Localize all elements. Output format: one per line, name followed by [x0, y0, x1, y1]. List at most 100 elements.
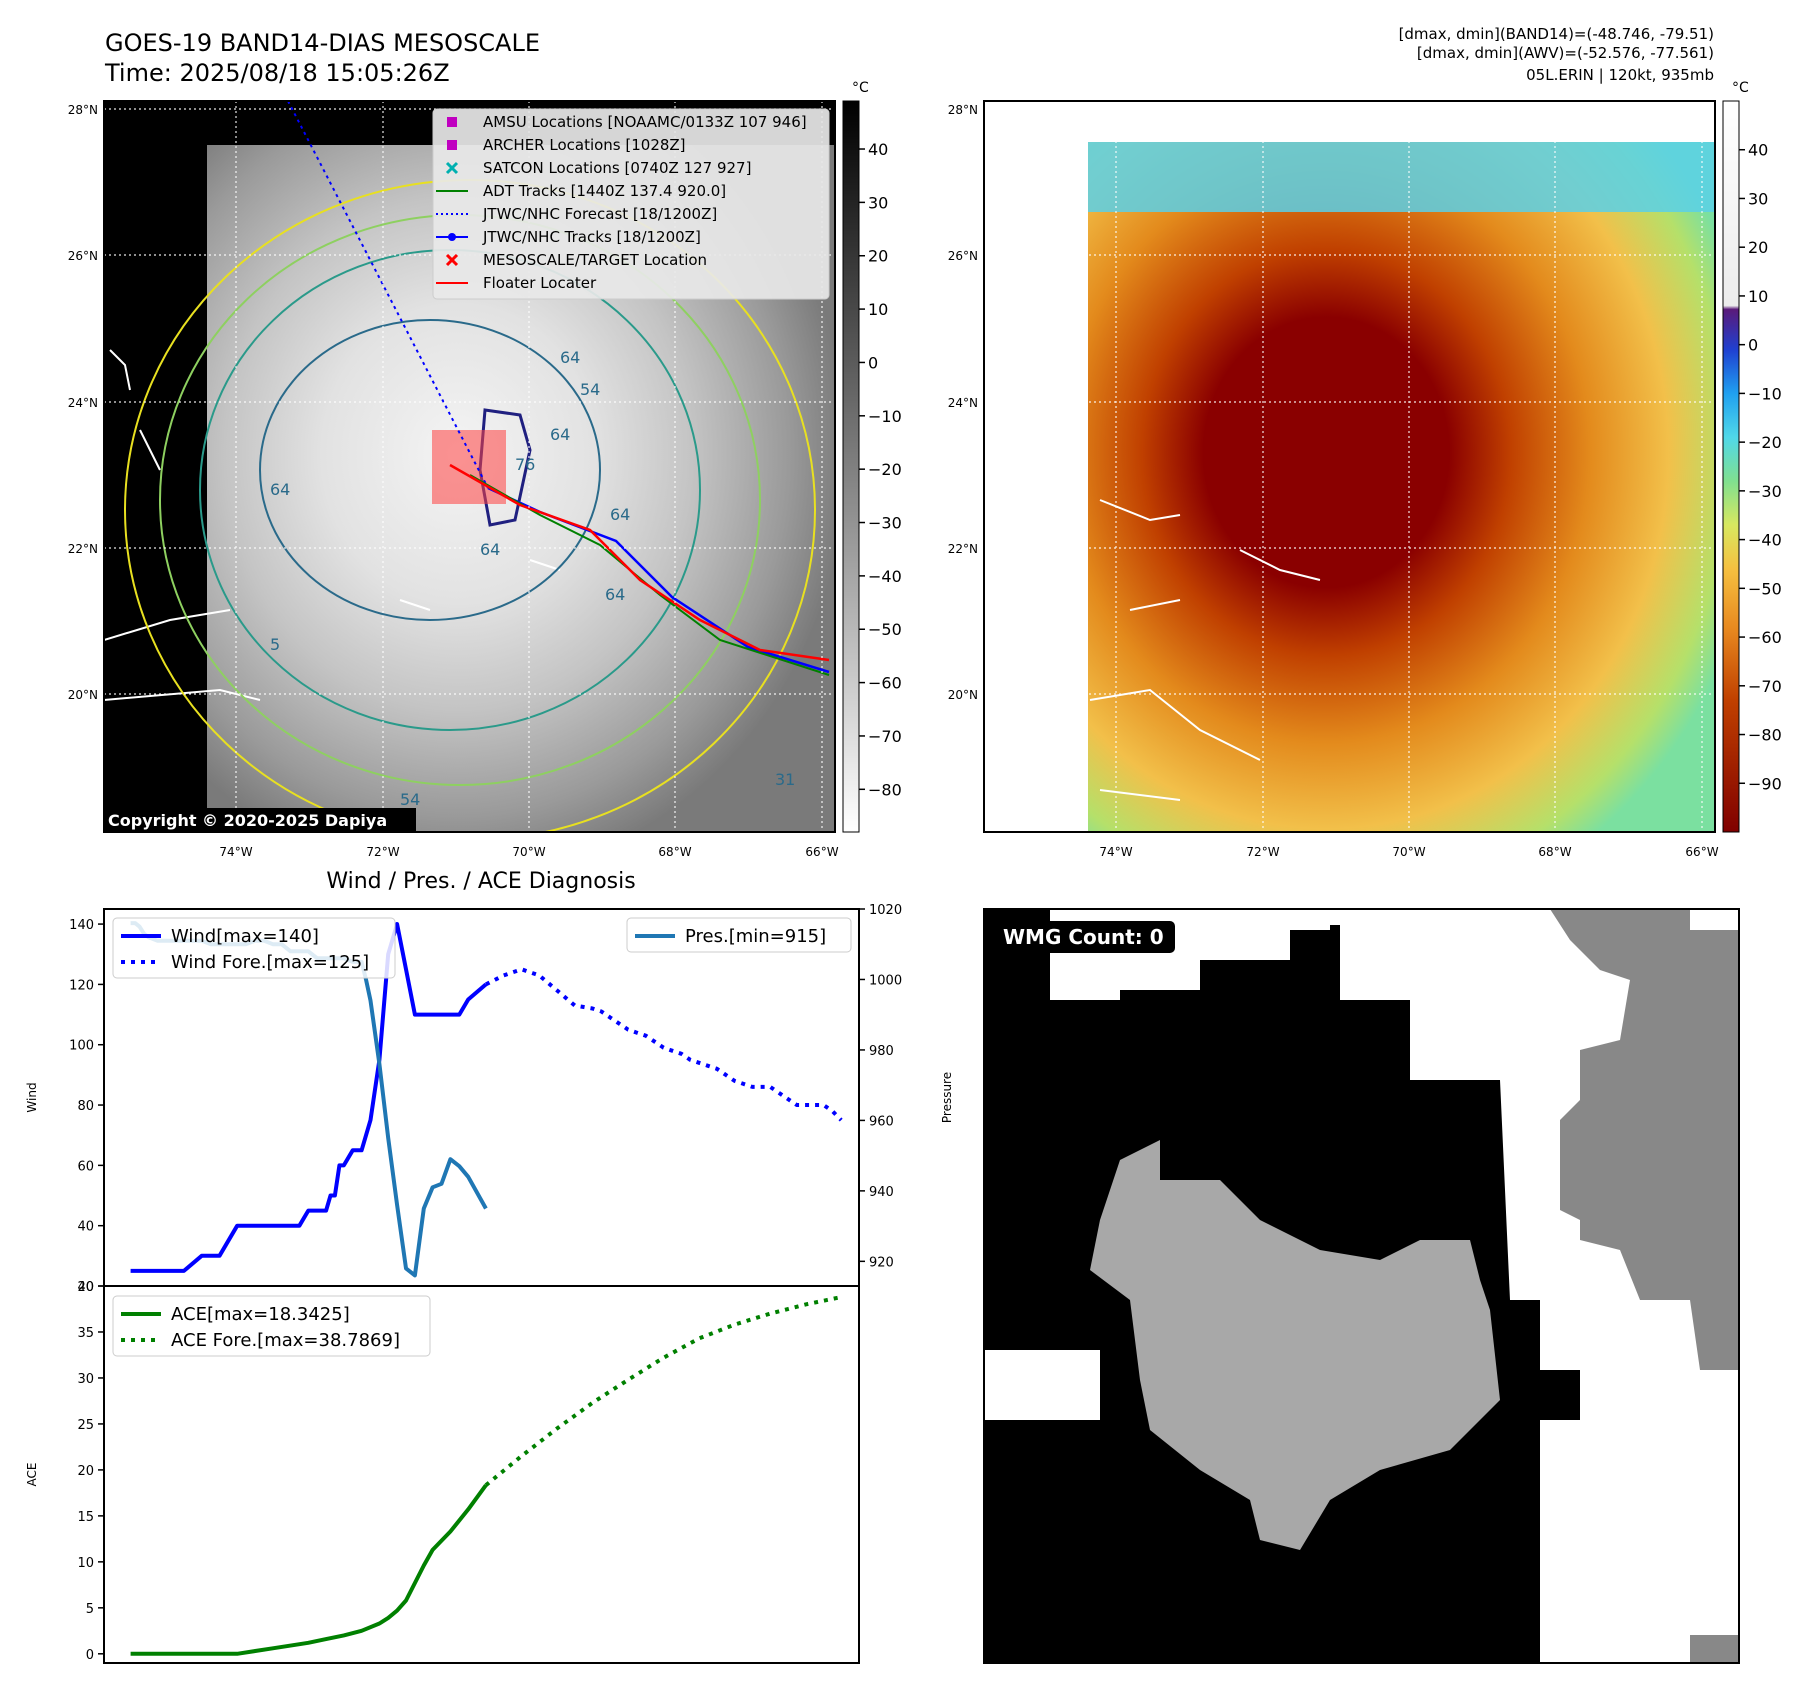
legend-label: ADT Tracks [1440Z 137.4 920.0]: [483, 182, 726, 200]
ir-tick: 40: [859, 140, 888, 159]
ir-tick: −30: [859, 514, 902, 533]
y-tick-label: 20: [77, 1280, 94, 1295]
wmg-panel-frame: [983, 908, 1740, 1664]
wmg-gray-region: [1090, 1140, 1500, 1550]
ir-tick-label: −30: [868, 514, 902, 533]
legend-marker-x: [445, 253, 459, 267]
color-tick: 20: [1739, 238, 1768, 257]
y-tick-label: 10: [77, 1556, 94, 1571]
ir-lon-label: 68°W: [658, 845, 691, 859]
legend-marker-x: [445, 161, 459, 175]
wind-pressure-chart: 2040608010012014092094096098010001020Pre…: [25, 903, 954, 1295]
color-lon-label: 66°W: [1685, 845, 1718, 859]
chart-legend: Wind[max=140] Wind Fore.[max=125]: [112, 917, 396, 979]
y-tick-label: 100: [69, 1039, 94, 1054]
color-coastline: [1089, 499, 1321, 801]
color-tick: −60: [1739, 628, 1782, 647]
color-tick: 0: [1739, 336, 1758, 355]
info-line-3: 05L.ERIN | 120kt, 935mb: [1526, 66, 1714, 84]
ir-tick-label: −80: [868, 780, 902, 799]
color-satellite-image: [1088, 142, 1715, 832]
series-line: [130, 1484, 488, 1656]
color-grid: [984, 101, 1715, 832]
color-tick-label: 30: [1748, 189, 1768, 208]
y-tick-label: 140: [69, 918, 94, 933]
color-tick-label: 10: [1748, 287, 1768, 306]
ir-tick-label: −40: [868, 567, 902, 586]
svg-text:5: 5: [270, 635, 280, 654]
ir-tick-label: 0: [868, 353, 878, 372]
svg-text:31: 31: [775, 770, 795, 789]
legend-item: JTWC/NHC Forecast [18/1200Z]: [436, 205, 717, 223]
color-lat-label: 28°N: [948, 103, 978, 117]
legend-item: Floater Locater: [436, 274, 597, 292]
chart-frame: [103, 1285, 860, 1664]
legend-marker-square: [447, 117, 457, 127]
legend-item: MESOSCALE/TARGET Location: [445, 251, 707, 269]
color-tick: −10: [1739, 384, 1782, 403]
y-tick-label: 80: [77, 1099, 94, 1114]
ir-tick: −80: [859, 780, 902, 799]
diagnosis-title: Wind / Pres. / ACE Diagnosis: [326, 869, 635, 894]
legend-series-label: Wind[max=140]: [171, 926, 319, 947]
ir-lon-label: 66°W: [805, 845, 838, 859]
legend-marker-square: [447, 140, 457, 150]
chart-legend-box: [626, 917, 852, 953]
color-tick: −90: [1739, 774, 1782, 793]
legend-item: ADT Tracks [1440Z 137.4 920.0]: [436, 182, 726, 200]
ir-panel-frame: [103, 100, 836, 833]
legend-label: ARCHER Locations [1028Z]: [483, 136, 686, 154]
info-line-1: [dmax, dmin](BAND14)=(-48.746, -79.51): [1399, 25, 1714, 43]
ir-tick: −50: [859, 620, 902, 639]
y-right-tick-label: 1020: [869, 903, 902, 918]
color-tick-label: −80: [1748, 726, 1782, 745]
ir-lon-label: 74°W: [219, 845, 252, 859]
color-tick: 30: [1739, 189, 1768, 208]
ir-tick: −20: [859, 460, 902, 479]
forecast-track: [287, 101, 489, 489]
legend-label: MESOSCALE/TARGET Location: [483, 251, 707, 269]
svg-text:54: 54: [580, 380, 600, 399]
ir-colorbar-unit: °C: [852, 80, 869, 96]
color-tick-label: −50: [1748, 579, 1782, 598]
figure-title: GOES-19 BAND14-DIAS MESOSCALE: [105, 29, 540, 57]
ir-tick: 30: [859, 193, 888, 212]
info-line-2: [dmax, dmin](AWV)=(-52.576, -77.561): [1417, 44, 1714, 62]
ir-tick: 10: [859, 300, 888, 319]
legend-label: Floater Locater: [483, 274, 597, 292]
chart-legend: ACE[max=18.3425] ACE Fore.[max=38.7869]: [112, 1295, 431, 1357]
color-colorbar: °C 40 30 20 10 0 −10 −20 −30 −40 −50 −60 −70 −80 −90: [1722, 80, 1782, 833]
legend-label: JTWC/NHC Forecast [18/1200Z]: [482, 205, 717, 223]
y-right-tick-label: 940: [869, 1185, 894, 1200]
svg-text:64: 64: [605, 585, 625, 604]
y-tick-label: 0: [86, 1648, 94, 1663]
y-tick-label: 25: [77, 1418, 94, 1433]
ir-colorbar: °C 40 30 20 10 0 −10 −20 −30 −40 −50 −60 −70 −80: [842, 80, 902, 833]
ir-lat-label: 28°N: [68, 103, 98, 117]
color-tick: −80: [1739, 726, 1782, 745]
y-axis-label: Wind: [25, 1082, 39, 1112]
color-lon-label: 74°W: [1099, 845, 1132, 859]
chart-legend: Pres.[min=915]: [626, 917, 852, 953]
legend-label: SATCON Locations [0740Z 127 927]: [483, 159, 751, 177]
ir-legend: AMSU Locations [NOAAMC/0133Z 107 946] ARC…: [432, 108, 830, 300]
ir-tick-label: −20: [868, 460, 902, 479]
color-tick-label: −40: [1748, 531, 1782, 550]
ir-tick: 20: [859, 247, 888, 266]
y-right-tick-label: 980: [869, 1044, 894, 1059]
wmg-right-gray: [1550, 909, 1739, 1370]
legend-marker-dot: [448, 233, 456, 241]
y-tick-label: 35: [77, 1326, 94, 1341]
ir-tick: −70: [859, 727, 902, 746]
color-tick-label: −70: [1748, 677, 1782, 696]
color-tick-label: 0: [1748, 336, 1758, 355]
svg-text:64: 64: [550, 425, 570, 444]
ir-tick: 0: [859, 353, 878, 372]
legend-item: ARCHER Locations [1028Z]: [447, 136, 686, 154]
color-map-panel: [984, 101, 1715, 832]
ir-legend-box: [432, 108, 830, 300]
color-tick: −40: [1739, 531, 1782, 550]
y-right-axis-label: Pressure: [940, 1072, 954, 1123]
legend-series-label: ACE[max=18.3425]: [171, 1304, 350, 1325]
